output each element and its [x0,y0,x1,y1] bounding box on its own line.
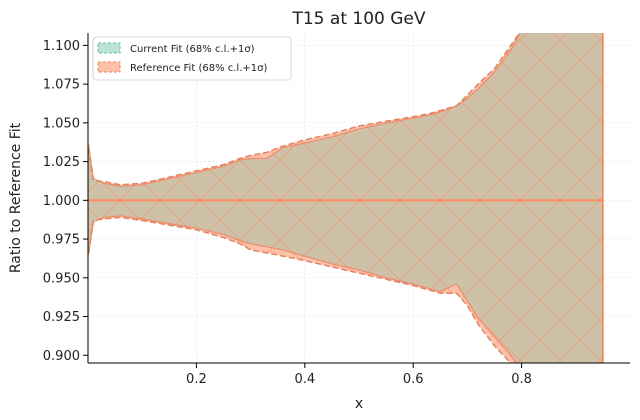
x-ticks: 0.2 0.4 0.6 0.8 [186,363,532,387]
y-tick-label-1: 0.925 [43,310,80,325]
legend-label-reference: Reference Fit (68% c.l.+1σ) [130,63,267,74]
y-tick-label-7: 1.075 [43,78,80,93]
legend-swatch-current [97,42,121,54]
plot-area [88,33,604,363]
reference-fit-upper-edge [88,33,521,186]
y-tick-label-3: 0.975 [43,233,80,248]
y-tick-label-6: 1.050 [43,116,80,131]
reference-fit-hatch [88,33,603,363]
legend: Current Fit (68% c.l.+1σ) Reference Fit … [92,36,292,81]
reference-fit-lower-edge [88,216,513,363]
x-axis-label: x [355,396,363,412]
current-fit-lower-edge [88,215,517,363]
x-tick-label-0: 0.2 [186,372,207,387]
legend-label-current: Current Fit (68% c.l.+1σ) [130,44,255,55]
legend-box [92,36,292,81]
y-tick-label-8: 1.100 [43,39,80,54]
y-ticks: 0.900 0.925 0.950 0.975 1.000 1.025 1.050 1.075… [43,39,88,364]
y-axis-label: Ratio to Reference Fit [8,122,24,273]
x-tick-label-2: 0.6 [403,372,424,387]
axes [87,33,630,364]
y-tick-label-2: 0.950 [43,271,80,286]
y-tick-label-5: 1.025 [43,155,80,170]
legend-swatch-reference [97,61,121,73]
chart-title: T15 at 100 GeV [291,9,425,29]
y-tick-label-4: 1.000 [43,194,80,209]
x-tick-label-3: 0.8 [511,372,532,387]
x-tick-label-1: 0.4 [294,372,315,387]
y-tick-label-0: 0.900 [43,349,80,364]
current-fit-upper-edge [88,33,521,188]
